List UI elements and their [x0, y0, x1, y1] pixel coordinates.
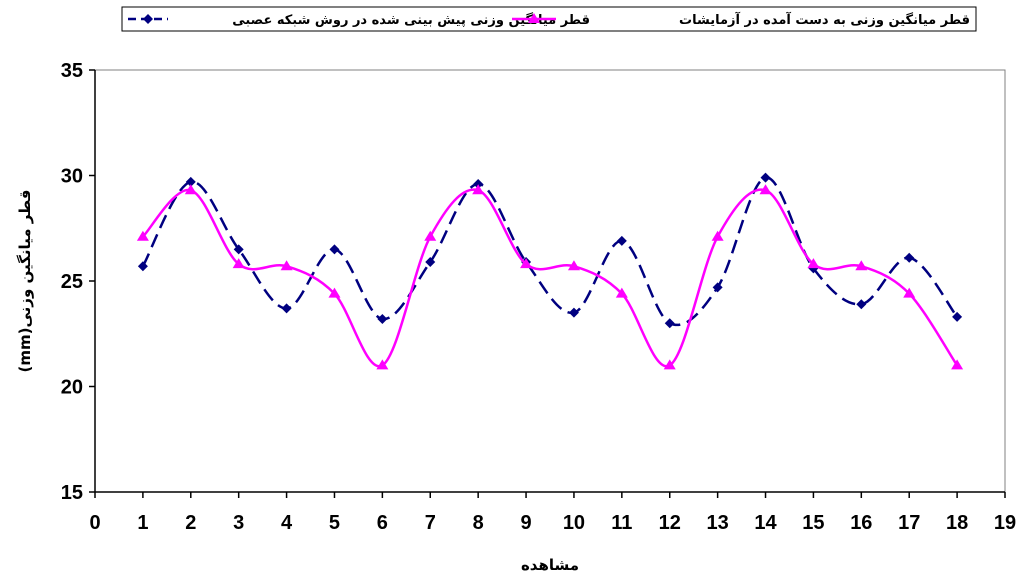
x-tick-label: 12 [659, 512, 681, 534]
x-tick-label: 19 [994, 512, 1016, 534]
legend-label-predicted: قطر میانگین وزنی پیش بینی شده در روش شبک… [232, 12, 590, 28]
series-line-2 [141, 188, 959, 368]
y-axis-title: قطر میانگین وزنی(mm) [16, 190, 34, 373]
x-tick-label: 4 [281, 512, 293, 534]
data-point-triangle [376, 359, 389, 370]
data-point-triangle [855, 260, 868, 271]
x-tick-label: 17 [898, 512, 920, 534]
data-point-triangle [472, 184, 485, 195]
legend-swatch-experimental [128, 14, 168, 24]
data-point-diamond [185, 176, 196, 187]
data-point-triangle [951, 359, 964, 370]
data-point-diamond [281, 303, 292, 314]
data-point-triangle [663, 359, 676, 370]
x-tick-label: 14 [754, 512, 777, 534]
data-point-triangle [711, 230, 724, 241]
data-point-triangle [807, 258, 820, 269]
data-point-diamond [904, 252, 915, 263]
x-tick-label: 5 [329, 512, 340, 534]
data-point-diamond [952, 311, 963, 322]
x-tick-label: 13 [707, 512, 729, 534]
y-tick-label: 25 [61, 271, 83, 293]
x-tick-label: 1 [137, 512, 148, 534]
x-tick-label: 15 [802, 512, 824, 534]
data-point-diamond [856, 299, 867, 310]
x-tick-label: 6 [377, 512, 388, 534]
legend: قطر میانگین وزنی به دست آمده در آزمایشات… [121, 6, 977, 32]
data-point-triangle [136, 230, 149, 241]
y-tick-label: 30 [61, 166, 83, 188]
data-point-diamond [473, 178, 484, 189]
data-point-triangle [328, 287, 341, 298]
diamond-marker-icon [143, 14, 153, 24]
y-axis-ticks: 15 20 25 30 35 [61, 60, 95, 504]
data-point-diamond [137, 261, 148, 272]
y-tick-label: 20 [61, 377, 83, 399]
x-tick-label: 2 [185, 512, 196, 534]
data-point-triangle [903, 287, 916, 298]
data-point-diamond [377, 313, 388, 324]
data-point-diamond [233, 244, 244, 255]
data-point-diamond [425, 257, 436, 268]
data-point-diamond [329, 244, 340, 255]
data-point-triangle [232, 258, 245, 269]
x-tick-label: 7 [425, 512, 436, 534]
x-tick-label: 3 [233, 512, 244, 534]
x-tick-label: 18 [946, 512, 968, 534]
data-point-triangle [759, 184, 772, 195]
data-point-triangle [184, 184, 197, 195]
x-axis-title: مشاهده [521, 556, 579, 574]
data-point-diamond [616, 235, 627, 246]
data-point-triangle [520, 258, 533, 269]
data-point-diamond [760, 172, 771, 183]
x-axis-ticks: 0 1 2 3 4 5 6 7 8 9 10 11 12 13 14 15 16 17 18 19 [89, 492, 1016, 534]
y-tick-label: 35 [61, 60, 83, 82]
data-point-triangle [424, 230, 437, 241]
x-tick-label: 9 [520, 512, 531, 534]
y-tick-label: 15 [61, 482, 83, 504]
data-point-triangle [280, 260, 293, 271]
watermark [276, 18, 378, 177]
x-tick-label: 11 [611, 512, 632, 534]
x-tick-label: 0 [89, 512, 100, 534]
x-tick-label: 10 [563, 512, 585, 534]
plot-area [94, 69, 1006, 493]
series-layer [136, 172, 964, 370]
data-point-diamond [712, 282, 723, 293]
data-point-triangle [615, 287, 628, 298]
triangle-marker-icon [528, 13, 540, 23]
series-line-1 [141, 176, 959, 327]
legend-label-experimental: قطر میانگین وزنی به دست آمده در آزمایشات [679, 11, 970, 28]
x-tick-label: 8 [473, 512, 484, 534]
x-tick-label: 16 [850, 512, 872, 534]
legend-swatch-predicted [512, 13, 556, 23]
data-point-triangle [567, 260, 580, 271]
data-point-diamond [664, 318, 675, 329]
data-point-diamond [568, 307, 579, 318]
